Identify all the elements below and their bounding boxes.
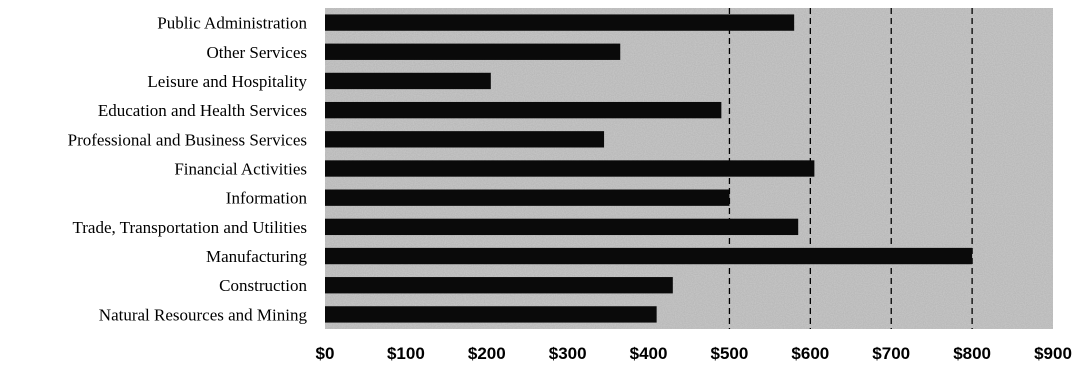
bar-leisure-and-hospitality (325, 72, 491, 90)
category-label-manufacturing: Manufacturing (206, 247, 308, 266)
x-tick-label-800: $800 (953, 344, 991, 363)
x-tick-label-900: $900 (1034, 344, 1072, 363)
x-tick-label-300: $300 (549, 344, 587, 363)
x-tick-label-200: $200 (468, 344, 506, 363)
category-label-financial-activities: Financial Activities (174, 160, 307, 179)
bar-construction (325, 277, 673, 294)
category-labels: Public Administration Other Services Leisu… (68, 14, 308, 325)
x-tick-label-700: $700 (872, 344, 910, 363)
category-label-professional-and-business-services: Professional and Business Services (68, 130, 307, 149)
x-tick-label-100: $100 (387, 344, 425, 363)
bar-financial-activities (325, 160, 815, 177)
bar-public-administration (325, 14, 795, 31)
bars (325, 14, 973, 323)
bar-education-and-health-services (325, 101, 722, 119)
bar-natural-resources-and-mining (325, 306, 657, 323)
plot-area (325, 8, 1053, 329)
bar-manufacturing (325, 247, 973, 265)
x-tick-label-0: $0 (316, 344, 335, 363)
x-tick-label-500: $500 (711, 344, 749, 363)
category-label-trade-transportation-and-utilities: Trade, Transportation and Utilities (72, 218, 307, 237)
category-label-construction: Construction (219, 276, 307, 295)
bar-professional-and-business-services (325, 131, 605, 148)
bar-trade-transportation-and-utilities (325, 218, 799, 236)
x-tick-label-400: $400 (630, 344, 668, 363)
x-tick-labels: $0 $100 $200 $300 $400 $500 $600 $700 $800 $900 (316, 344, 1072, 363)
category-label-education-and-health-services: Education and Health Services (98, 101, 307, 120)
category-label-leisure-and-hospitality: Leisure and Hospitality (147, 72, 307, 91)
category-label-other-services: Other Services (206, 43, 307, 62)
x-tick-label-600: $600 (791, 344, 829, 363)
category-label-information: Information (226, 189, 308, 208)
bar-information (325, 189, 730, 206)
bar-other-services (325, 43, 621, 60)
category-label-public-administration: Public Administration (157, 14, 307, 33)
category-label-natural-resources-and-mining: Natural Resources and Mining (99, 305, 308, 324)
